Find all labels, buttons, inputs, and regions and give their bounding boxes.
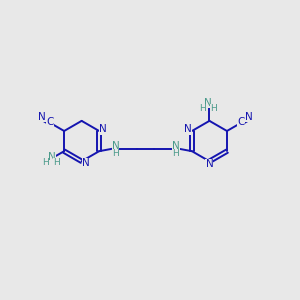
- Text: N: N: [184, 124, 192, 134]
- Text: H: H: [42, 158, 49, 167]
- Text: C: C: [237, 117, 245, 127]
- Text: N: N: [99, 124, 107, 134]
- Text: C: C: [46, 117, 54, 127]
- Text: N: N: [112, 141, 119, 152]
- Text: H: H: [112, 149, 119, 158]
- Text: N: N: [82, 158, 89, 168]
- Text: N: N: [206, 159, 213, 169]
- Text: H: H: [172, 149, 179, 158]
- Text: H: H: [53, 158, 59, 167]
- Text: N: N: [172, 141, 179, 152]
- Text: N: N: [245, 112, 253, 122]
- Text: N: N: [48, 152, 56, 161]
- Text: N: N: [38, 112, 46, 122]
- Text: H: H: [199, 104, 206, 113]
- Text: N: N: [204, 98, 212, 108]
- Text: H: H: [211, 104, 217, 113]
